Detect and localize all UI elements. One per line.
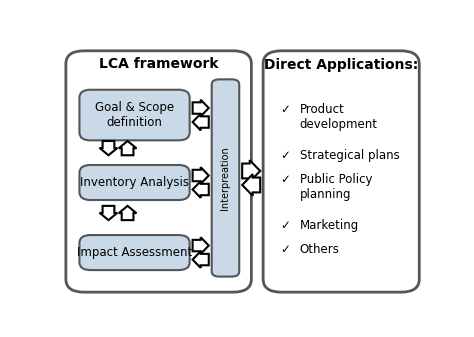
- Text: ✓: ✓: [280, 149, 290, 162]
- Text: ✓: ✓: [280, 103, 290, 116]
- Polygon shape: [192, 237, 209, 254]
- Polygon shape: [119, 206, 137, 220]
- FancyBboxPatch shape: [80, 165, 190, 200]
- Polygon shape: [192, 167, 209, 184]
- Polygon shape: [100, 141, 117, 155]
- Text: Interpreation: Interpreation: [220, 146, 230, 210]
- Text: Goal & Scope
definition: Goal & Scope definition: [95, 101, 174, 129]
- FancyBboxPatch shape: [80, 90, 190, 140]
- Polygon shape: [242, 174, 260, 196]
- Polygon shape: [192, 100, 209, 116]
- Polygon shape: [192, 181, 209, 198]
- Text: ✓: ✓: [280, 219, 290, 233]
- Text: ✓: ✓: [280, 173, 290, 186]
- Text: Public Policy
planning: Public Policy planning: [300, 173, 373, 201]
- Text: ✓: ✓: [280, 243, 290, 256]
- FancyBboxPatch shape: [80, 235, 190, 270]
- Text: Direct Applications:: Direct Applications:: [264, 58, 419, 72]
- Text: Inventory Analysis: Inventory Analysis: [80, 176, 189, 189]
- Text: Strategical plans: Strategical plans: [300, 149, 400, 162]
- Polygon shape: [100, 206, 117, 220]
- Polygon shape: [119, 141, 137, 155]
- FancyBboxPatch shape: [263, 51, 419, 292]
- Polygon shape: [192, 251, 209, 268]
- Text: Others: Others: [300, 243, 340, 256]
- Text: LCA framework: LCA framework: [99, 57, 219, 71]
- FancyBboxPatch shape: [66, 51, 251, 292]
- Text: Impact Assessment: Impact Assessment: [77, 246, 192, 259]
- Text: Product
development: Product development: [300, 103, 378, 131]
- Polygon shape: [192, 114, 209, 130]
- FancyBboxPatch shape: [212, 80, 239, 277]
- Polygon shape: [242, 160, 260, 182]
- Text: Marketing: Marketing: [300, 219, 359, 233]
